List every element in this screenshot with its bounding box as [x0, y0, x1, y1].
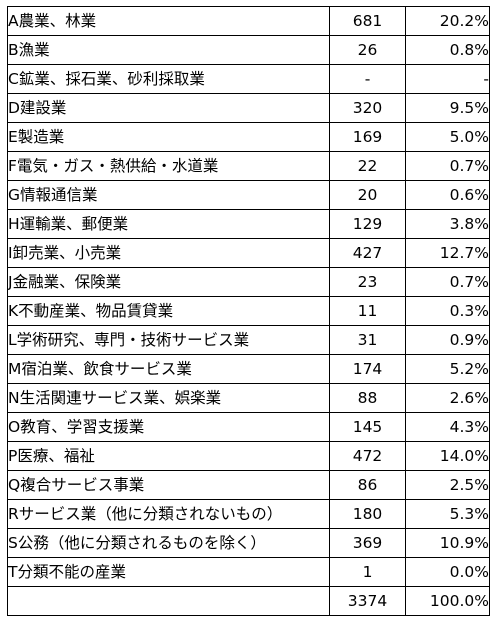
share-cell: 0.7%: [405, 267, 490, 297]
industry-name-cell: C鉱業、採石業、砂利採取業: [7, 64, 330, 94]
table-row: G情報通信業 20 0.6%: [7, 180, 490, 210]
table-row: Q複合サービス事業 86 2.5%: [7, 470, 490, 500]
table-row: S公務（他に分類されるものを除く） 369 10.9%: [7, 528, 490, 558]
table-row: L学術研究、専門・技術サービス業 31 0.9%: [7, 325, 490, 355]
industry-name-cell: E製造業: [7, 122, 330, 152]
count-cell: 369: [329, 528, 406, 558]
industry-name-cell: O教育、学習支援業: [7, 412, 330, 442]
share-cell: 12.7%: [405, 238, 490, 268]
table-row: T分類不能の産業 1 0.0%: [7, 557, 490, 587]
share-cell: 0.8%: [405, 35, 490, 65]
count-cell: 174: [329, 354, 406, 384]
table-row: E製造業 169 5.0%: [7, 122, 490, 152]
industry-name-cell: N生活関連サービス業、娯楽業: [7, 383, 330, 413]
count-cell: -: [329, 64, 406, 94]
industry-name-cell: Rサービス業（他に分類されないもの）: [7, 499, 330, 529]
share-cell: 20.2%: [405, 6, 490, 36]
share-cell: 0.6%: [405, 180, 490, 210]
table-row: N生活関連サービス業、娯楽業 88 2.6%: [7, 383, 490, 413]
share-cell: 10.9%: [405, 528, 490, 558]
total-share-cell: 100.0%: [405, 586, 490, 616]
count-cell: 1: [329, 557, 406, 587]
share-cell: 0.9%: [405, 325, 490, 355]
industry-name-cell: P医療、福祉: [7, 441, 330, 471]
count-cell: 681: [329, 6, 406, 36]
industry-name-cell: S公務（他に分類されるものを除く）: [7, 528, 330, 558]
table-row: K不動産業、物品賃貸業 11 0.3%: [7, 296, 490, 326]
share-cell: 2.6%: [405, 383, 490, 413]
count-cell: 88: [329, 383, 406, 413]
total-count-cell: 3374: [329, 586, 406, 616]
count-cell: 320: [329, 93, 406, 123]
industry-name-cell: K不動産業、物品賃貸業: [7, 296, 330, 326]
table-row: B漁業 26 0.8%: [7, 35, 490, 65]
table-row: D建設業 320 9.5%: [7, 93, 490, 123]
count-cell: 180: [329, 499, 406, 529]
share-cell: 3.8%: [405, 209, 490, 239]
table-row: Rサービス業（他に分類されないもの） 180 5.3%: [7, 499, 490, 529]
industry-name-cell: Q複合サービス事業: [7, 470, 330, 500]
table-row: P医療、福祉 472 14.0%: [7, 441, 490, 471]
industry-name-cell: T分類不能の産業: [7, 557, 330, 587]
share-cell: 9.5%: [405, 93, 490, 123]
table-row: H運輸業、郵便業 129 3.8%: [7, 209, 490, 239]
industry-name-cell: L学術研究、専門・技術サービス業: [7, 325, 330, 355]
share-cell: 0.7%: [405, 151, 490, 181]
share-cell: 5.0%: [405, 122, 490, 152]
table-row: C鉱業、採石業、砂利採取業 - -: [7, 64, 490, 94]
industry-name-cell: M宿泊業、飲食サービス業: [7, 354, 330, 384]
industry-table: A農業、林業 681 20.2% B漁業 26 0.8% C鉱業、採石業、砂利採取業 - - D建…: [7, 6, 490, 616]
industry-name-cell: D建設業: [7, 93, 330, 123]
table-row: A農業、林業 681 20.2%: [7, 6, 490, 36]
table-row: J金融業、保険業 23 0.7%: [7, 267, 490, 297]
count-cell: 20: [329, 180, 406, 210]
count-cell: 22: [329, 151, 406, 181]
count-cell: 145: [329, 412, 406, 442]
table-row: F電気・ガス・熱供給・水道業 22 0.7%: [7, 151, 490, 181]
industry-name-cell: I卸売業、小売業: [7, 238, 330, 268]
share-cell: 5.2%: [405, 354, 490, 384]
count-cell: 472: [329, 441, 406, 471]
table-row: M宿泊業、飲食サービス業 174 5.2%: [7, 354, 490, 384]
share-cell: 2.5%: [405, 470, 490, 500]
count-cell: 31: [329, 325, 406, 355]
industry-name-cell: A農業、林業: [7, 6, 330, 36]
table-row: I卸売業、小売業 427 12.7%: [7, 238, 490, 268]
table-row: O教育、学習支援業 145 4.3%: [7, 412, 490, 442]
count-cell: 26: [329, 35, 406, 65]
total-row: 3374 100.0%: [7, 586, 490, 616]
count-cell: 169: [329, 122, 406, 152]
industry-name-cell: G情報通信業: [7, 180, 330, 210]
count-cell: 11: [329, 296, 406, 326]
industry-name-cell: B漁業: [7, 35, 330, 65]
share-cell: 0.3%: [405, 296, 490, 326]
count-cell: 86: [329, 470, 406, 500]
table-body: A農業、林業 681 20.2% B漁業 26 0.8% C鉱業、採石業、砂利採取業 - - D建…: [7, 6, 490, 616]
share-cell: 5.3%: [405, 499, 490, 529]
share-cell: 0.0%: [405, 557, 490, 587]
industry-name-cell: J金融業、保険業: [7, 267, 330, 297]
share-cell: 14.0%: [405, 441, 490, 471]
share-cell: -: [405, 64, 490, 94]
count-cell: 23: [329, 267, 406, 297]
share-cell: 4.3%: [405, 412, 490, 442]
industry-name-cell: F電気・ガス・熱供給・水道業: [7, 151, 330, 181]
total-label-cell: [7, 586, 330, 616]
count-cell: 427: [329, 238, 406, 268]
industry-name-cell: H運輸業、郵便業: [7, 209, 330, 239]
count-cell: 129: [329, 209, 406, 239]
